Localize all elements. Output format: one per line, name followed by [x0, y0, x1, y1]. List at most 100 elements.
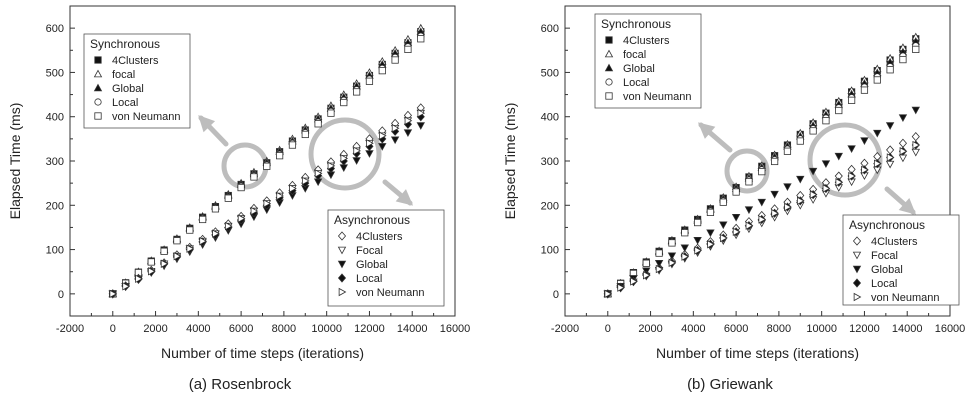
legend-label: 4Clusters [871, 236, 918, 248]
y-tick-label: 500 [46, 67, 64, 79]
data-point [667, 252, 677, 261]
x-tick-label: 16000 [440, 323, 471, 335]
data-point [783, 183, 792, 192]
annotation-arrows [198, 115, 414, 206]
data-point [847, 145, 856, 153]
data-point [211, 205, 220, 213]
highlight-circle [221, 142, 269, 190]
data-point [160, 247, 168, 255]
data-point [237, 183, 245, 192]
legend-label: von Neumann [356, 287, 425, 299]
y-tick-label: 0 [58, 289, 64, 301]
legend-marker [337, 246, 347, 255]
data-point [173, 237, 181, 245]
data-point [417, 108, 426, 118]
data-point [873, 159, 882, 168]
x-tick-label: 14000 [892, 323, 923, 335]
data-point [276, 191, 284, 201]
x-tick-label: -2000 [56, 323, 84, 335]
x-axis-label: Number of time steps (iterations) [656, 345, 859, 361]
legend-synchronous: Synchronous 4Clusters focal Global Local von … [83, 33, 191, 129]
data-point [694, 246, 702, 255]
data-point [911, 148, 920, 157]
legend-marker [604, 49, 614, 58]
chart-griewank: -2000 0 2000 4000 6000 8000 10000 12000 14000 160… [502, 5, 966, 361]
legend-marker [605, 78, 613, 86]
data-point [289, 184, 297, 193]
legend-marker [94, 98, 102, 106]
data-point [668, 258, 677, 268]
data-point [681, 252, 690, 261]
data-point [237, 214, 246, 223]
legend-synchronous: Synchronous 4Clusters focal Global Local von … [594, 13, 702, 109]
x-tick-label: 8000 [272, 323, 296, 335]
legend-marker [852, 236, 862, 246]
caption-griewank: (b) Griewank [687, 376, 773, 393]
data-point [340, 154, 349, 163]
data-point [732, 188, 740, 196]
x-tick-label: 10000 [806, 323, 837, 335]
highlight-circle [724, 148, 770, 194]
data-point [784, 202, 792, 212]
data-point [668, 239, 676, 247]
legend-box [83, 33, 191, 129]
legend-label: Focal [871, 250, 898, 262]
data-point [340, 98, 348, 107]
x-tick-label: 12000 [849, 323, 880, 335]
x-tick-label: 12000 [354, 323, 385, 335]
data-point [378, 67, 386, 75]
data-point [885, 122, 895, 130]
data-point [835, 178, 844, 187]
data-point [911, 106, 920, 115]
x-tick-label: 6000 [229, 323, 253, 335]
x-tick-label: 2000 [143, 323, 167, 335]
x-tick-label: -2000 [551, 323, 579, 335]
arrow-head [697, 122, 716, 139]
caption-rosenbrock: (a) Rosenbrock [188, 376, 292, 393]
data-point [848, 171, 856, 181]
data-point [276, 152, 284, 160]
legend-title: Synchronous [90, 37, 160, 51]
data-point [822, 184, 831, 193]
series-global [603, 106, 920, 299]
legend-label: focal [112, 69, 135, 81]
data-point [301, 176, 310, 186]
highlight-circle [807, 122, 883, 198]
data-point [822, 117, 830, 125]
x-tick-label: 0 [110, 323, 116, 335]
legend-label: Global [356, 259, 388, 271]
data-points [108, 23, 426, 299]
data-point [860, 137, 869, 145]
data-point [706, 229, 715, 238]
chart-rosenbrock: -2000 0 2000 4000 6000 8000 10000 12000 14000 160… [7, 5, 471, 361]
data-point [771, 157, 779, 166]
data-point [365, 150, 374, 158]
data-point [757, 198, 766, 207]
data-point [352, 157, 361, 165]
x-tick-label: 16000 [935, 323, 966, 335]
data-point [654, 260, 664, 268]
data-point [898, 154, 908, 163]
legend-label: von Neumann [871, 292, 940, 304]
data-point [263, 162, 271, 170]
y-tick-label: 600 [46, 23, 64, 35]
legend-label: Local [623, 77, 649, 89]
legend-marker [94, 112, 102, 120]
legend-box [594, 13, 702, 109]
legend-marker [852, 265, 862, 274]
legend-asynchronous: Asynchronous 4Clusters Focal Global Local von… [327, 209, 445, 307]
x-tick-label: 2000 [638, 323, 662, 335]
data-point [745, 178, 753, 186]
legend-title: Asynchronous [334, 213, 410, 227]
legend-title: Synchronous [601, 17, 671, 31]
data-point [147, 258, 155, 266]
legend-label: 4Clusters [112, 55, 159, 67]
y-tick-label: 100 [46, 245, 64, 257]
data-point [314, 169, 323, 178]
x-tick-label: 8000 [767, 323, 791, 335]
legend-label: von Neumann [623, 91, 692, 103]
data-point [861, 165, 869, 175]
data-point [706, 208, 715, 216]
highlight-circle [308, 117, 382, 191]
data-point [160, 259, 169, 268]
